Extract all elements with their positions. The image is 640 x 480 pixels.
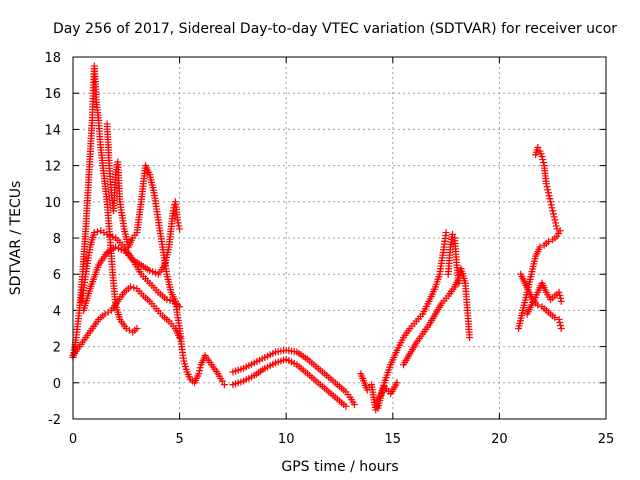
data-point <box>97 227 105 235</box>
x-tick-label: 0 <box>69 432 77 447</box>
plot-frame <box>72 56 607 420</box>
data-point <box>350 401 358 409</box>
data-point <box>166 296 174 304</box>
data-point <box>551 216 559 224</box>
y-tick-label: 4 <box>53 304 61 319</box>
data-point <box>176 225 184 233</box>
series-high-peak-arc <box>69 62 141 361</box>
data-point <box>556 291 564 299</box>
data-point <box>127 283 135 291</box>
data-point <box>90 229 98 237</box>
data-point <box>218 377 226 385</box>
y-tick-label: 6 <box>53 268 61 283</box>
y-tick-label: 16 <box>44 87 61 102</box>
data-point <box>534 301 542 309</box>
data-point <box>534 144 542 151</box>
x-tick-label: 25 <box>598 432 615 447</box>
y-tick-label: 10 <box>44 196 61 211</box>
data-point <box>547 201 555 209</box>
data-point <box>557 297 565 305</box>
data-point <box>549 210 557 218</box>
data-point <box>169 207 177 215</box>
data-point <box>104 308 112 316</box>
data-point <box>550 213 558 221</box>
x-tick-label: 20 <box>491 432 508 447</box>
data-point <box>176 334 184 342</box>
chart-title: Day 256 of 2017, Sidereal Day-to-day VTE… <box>53 21 617 37</box>
grid <box>73 57 606 419</box>
axis-ticks: 0 5 10 15 20 25 -2 0 2 4 6 8 10 12 14 16 18 <box>44 51 614 447</box>
x-tick-label: 5 <box>175 432 183 447</box>
data-point <box>538 153 546 161</box>
data-point <box>542 180 550 188</box>
data-point <box>342 402 350 410</box>
data-point <box>544 186 552 194</box>
data-point <box>196 364 204 372</box>
data-point <box>539 156 547 164</box>
y-tick-label: 12 <box>44 160 61 175</box>
data-point <box>442 229 450 237</box>
series-hump-low <box>229 355 350 410</box>
data-point <box>195 367 203 375</box>
data-point <box>557 325 565 332</box>
x-axis-label: GPS time / hours <box>281 459 398 475</box>
data-point <box>552 222 560 230</box>
series-arc-3-5 <box>80 198 184 314</box>
series-late-peak <box>532 144 561 233</box>
data-point <box>175 222 183 230</box>
y-tick-label: 18 <box>44 51 61 66</box>
data-point <box>544 189 552 197</box>
data-point <box>220 381 228 389</box>
series-secondary-arc <box>103 120 179 305</box>
data-point <box>536 243 544 251</box>
y-axis-label: SDTVAR / TECUs <box>8 181 24 296</box>
series-decay-5-7 <box>171 297 228 389</box>
data-point <box>163 296 171 304</box>
y-tick-label: 8 <box>53 232 61 247</box>
data-point <box>551 314 559 322</box>
series-low-arc <box>69 283 184 360</box>
data-point <box>555 315 563 323</box>
series-peak-17-18 <box>444 230 463 287</box>
data-point <box>545 192 553 200</box>
data-point <box>130 284 138 292</box>
data-point <box>448 230 456 238</box>
data-point <box>133 325 141 332</box>
series-late-mid <box>523 279 565 318</box>
series-rise-14-18 <box>374 229 450 412</box>
data-point <box>173 216 181 224</box>
series-hump-7-13 <box>229 346 358 409</box>
data-point <box>546 195 554 203</box>
series-late-low <box>517 270 565 332</box>
data-point <box>455 279 463 287</box>
data-point <box>94 228 102 236</box>
data-point <box>543 183 551 191</box>
data-points <box>69 62 565 414</box>
data-point <box>556 318 564 326</box>
data-point <box>544 238 552 246</box>
data-point <box>174 219 182 227</box>
x-tick-label: 10 <box>278 432 295 447</box>
y-tick-label: -2 <box>48 413 61 428</box>
data-point <box>539 159 547 167</box>
data-point <box>548 204 556 212</box>
data-point <box>552 219 560 227</box>
data-point <box>547 198 555 206</box>
x-tick-label: 15 <box>385 432 402 447</box>
data-point <box>466 334 474 342</box>
data-point <box>195 370 203 378</box>
data-point <box>549 207 557 215</box>
data-point <box>555 288 563 296</box>
y-tick-label: 14 <box>44 123 61 138</box>
data-point <box>553 225 561 233</box>
y-tick-label: 2 <box>53 341 61 356</box>
data-point <box>557 321 565 329</box>
data-point <box>557 294 565 302</box>
data-point <box>100 229 108 237</box>
data-point <box>393 379 401 387</box>
y-tick-label: 0 <box>53 377 61 392</box>
series-rise-low <box>399 265 474 369</box>
